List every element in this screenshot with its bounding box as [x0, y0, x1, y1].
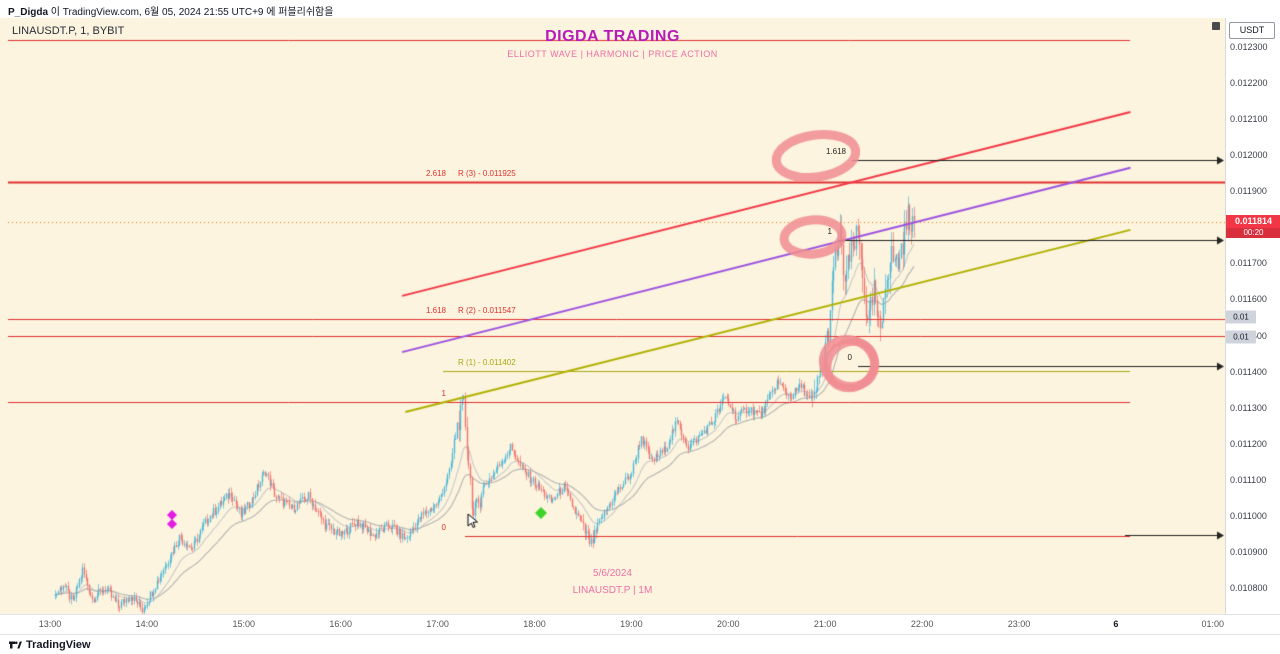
currency-toggle-button[interactable]: USDT [1229, 22, 1275, 39]
tradingview-brand[interactable]: TradingView [26, 638, 91, 651]
drawing-label: 0 [441, 523, 446, 533]
price-label-badge: 0.01 [1226, 310, 1256, 324]
price-tick: 0.010800 [1230, 583, 1268, 593]
time-tick: 16:00 [329, 619, 352, 629]
time-tick: 15:00 [232, 619, 256, 629]
time-tick: 14:00 [135, 619, 159, 629]
watermark-title: DIGDA TRADING [545, 28, 680, 45]
price-tick: 0.011900 [1230, 186, 1267, 197]
price-tick: 0.011300 [1230, 402, 1267, 413]
watermark-subtitle: ELLIOTT WAVE | HARMONIC | PRICE ACTION [507, 49, 718, 59]
chart-area: LINAUSDT.P, 1, BYBIT DIGDA TRADING ELLIO… [0, 18, 1280, 614]
price-tick: 0.012200 [1230, 78, 1268, 89]
time-axis[interactable]: 13:00 14:00 15:00 16:00 17:00 18:00 19:00 20:00… [0, 614, 1280, 635]
price-tick: 0.011200 [1230, 438, 1267, 449]
drawing-label: R (2) - 0.011547 [458, 305, 516, 315]
time-tick: 21:00 [813, 619, 837, 629]
publish-info: 이 TradingView.com, 6월 05, 2024 21:55 UTC… [48, 7, 334, 18]
time-tick: 22:00 [910, 619, 934, 629]
drawing-label: 1 [827, 226, 832, 236]
time-tick: 23:00 [1007, 619, 1031, 629]
time-tick: 6 [1113, 619, 1119, 629]
time-tick: 18:00 [523, 619, 546, 629]
price-tick: 0.011700 [1230, 258, 1267, 269]
drawing-label: R (1) - 0.011402 [458, 357, 516, 367]
price-tick: 0.012300 [1230, 42, 1268, 52]
drawing-label: 1 [441, 388, 446, 398]
price-tick: 0.011100 [1230, 474, 1267, 485]
watermark-date: 5/6/2024 [593, 568, 632, 579]
time-tick: 19:00 [620, 619, 643, 629]
tradingview-logo-icon[interactable] [8, 638, 22, 652]
pane-corner-icon[interactable] [1212, 22, 1220, 30]
time-tick: 01:00 [1201, 619, 1225, 629]
drawing-label: R (3) - 0.011925 [458, 169, 516, 179]
watermark: DIGDA TRADING ELLIOTT WAVE | HARMONIC | … [0, 28, 1225, 59]
drawing-label: 1.618 [425, 305, 446, 315]
symbol-legend[interactable]: LINAUSDT.P, 1, BYBIT [12, 25, 125, 37]
publish-bar: P_Digda 이 TradingView.com, 6월 05, 2024 2… [0, 0, 1280, 18]
price-tick: 0.012000 [1230, 150, 1268, 161]
last-price-badge: 0.011814 00:20 [1226, 215, 1280, 239]
price-tick: 0.011600 [1230, 294, 1267, 305]
watermark-bottom: 5/6/2024 LINAUSDT.P | 1M [0, 568, 1225, 596]
price-tick: 0.011000 [1230, 510, 1267, 521]
footer-bar: TradingView [0, 634, 1280, 654]
price-tick: 0.011400 [1230, 366, 1267, 377]
last-price-value: 0.011814 [1226, 215, 1280, 229]
price-tick: 0.010900 [1230, 546, 1268, 557]
drawing-label: 1.618 [825, 146, 846, 156]
price-axis[interactable]: USDT 0.012300 0.012200 0.012100 0.012000 0.0… [1225, 18, 1280, 614]
drawing-label: 0 [847, 352, 852, 362]
price-label-badge: 0.01 [1226, 330, 1256, 344]
watermark-symbol: LINAUSDT.P | 1M [572, 585, 653, 596]
bar-countdown: 00:20 [1226, 228, 1280, 239]
time-tick: 13:00 [38, 619, 62, 629]
time-tick: 20:00 [717, 619, 740, 629]
time-tick: 17:00 [426, 619, 449, 629]
publisher-name[interactable]: P_Digda [8, 7, 49, 18]
candlestick-chart-canvas[interactable] [0, 18, 1225, 614]
drawing-label: 2.618 [425, 169, 446, 179]
price-tick: 0.012100 [1230, 114, 1268, 125]
